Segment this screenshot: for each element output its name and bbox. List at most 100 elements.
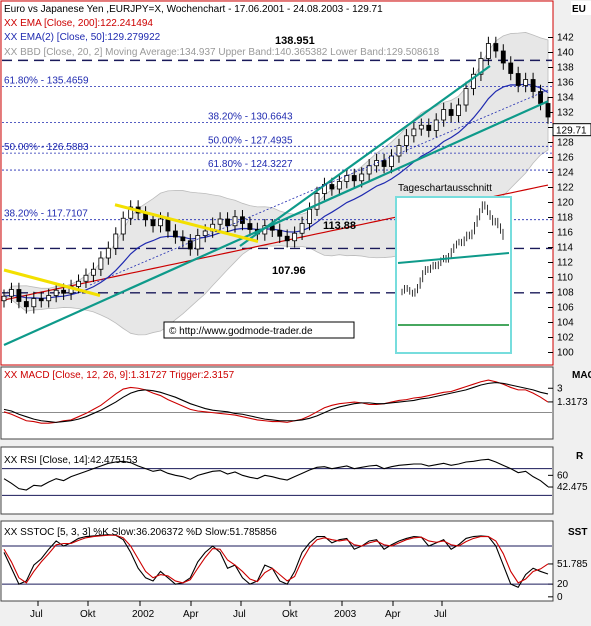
- indicator-series-line: [3, 382, 549, 423]
- macd-panel-frame: [0, 366, 554, 440]
- candle-body: [299, 223, 305, 234]
- price-axis-label: 118: [557, 213, 573, 224]
- indicator-axis-label: 3: [557, 383, 563, 394]
- x-axis-label: Okt: [282, 609, 298, 620]
- sstoc-panel: 51.785 20 0 XX SSTOC [5, 3, 3] %K Slow:36.…: [0, 520, 588, 603]
- candle-body: [187, 240, 193, 250]
- sstoc-panel-frame: [0, 520, 554, 602]
- price-axis-label: 108: [557, 288, 574, 299]
- sstoc-label: XX SSTOC [5, 3, 3] %K Slow:36.206372 %D …: [4, 527, 277, 538]
- candle-body: [396, 145, 402, 157]
- rsi-right-tag: R: [576, 451, 584, 462]
- price-axis-label: 132: [557, 108, 574, 119]
- candle-body: [314, 193, 320, 210]
- x-axis-label: Apr: [385, 609, 401, 620]
- candle-body: [403, 135, 409, 146]
- candle-body: [456, 104, 461, 116]
- candle-body: [493, 43, 499, 52]
- price-axis-label: 110: [557, 273, 573, 284]
- candle-body: [247, 223, 253, 230]
- candle-body: [359, 173, 365, 182]
- price-axis-label: 102: [557, 333, 574, 344]
- x-axis-label: Jul: [434, 609, 447, 620]
- candle-body: [38, 298, 44, 302]
- candle-body: [433, 119, 439, 131]
- candle-body: [16, 289, 22, 302]
- candle-body: [426, 124, 432, 131]
- price-axis-label: 114: [557, 243, 573, 254]
- level-label-138951: 138.951: [275, 35, 315, 47]
- candle-body: [150, 219, 156, 227]
- candle-body: [91, 268, 96, 276]
- candle-body: [366, 165, 372, 175]
- macd-panel: 3 1.3173 XX MACD [Close, 12, 26, 9]:1.317…: [0, 366, 591, 440]
- candle-body: [530, 79, 536, 92]
- candle-body: [478, 58, 484, 75]
- candle-body: [344, 175, 350, 182]
- candle-body: [61, 289, 67, 294]
- last-price-box: [552, 123, 591, 137]
- ema200-label: XX EMA [Close, 200]:122.241494: [4, 18, 153, 29]
- x-axis-label: 2002: [132, 609, 155, 620]
- candle-body: [53, 289, 59, 296]
- fib-label: 61.80% - 135.4659: [4, 76, 89, 87]
- price-axis-label: 140: [557, 48, 574, 59]
- candle-body: [284, 235, 290, 242]
- macd-label: XX MACD [Close, 12, 26, 9]:1.31727 Trigg…: [4, 370, 235, 381]
- candle-body: [292, 232, 298, 242]
- candle-body: [9, 289, 14, 297]
- x-axis-label: Apr: [183, 609, 199, 620]
- candle-body: [83, 274, 89, 282]
- candle-body: [329, 184, 335, 190]
- fib-label: 50.00% - 127.4935: [208, 135, 293, 146]
- rsi-label: XX RSI [Close, 14]:42.475153: [4, 455, 138, 466]
- candle-body: [195, 235, 201, 250]
- candle-body: [463, 88, 469, 106]
- candle-body: [411, 128, 417, 137]
- candle-body: [374, 160, 380, 167]
- candle-body: [485, 43, 491, 59]
- x-axis-label: 2003: [334, 609, 357, 620]
- price-axis-label: 126: [557, 153, 574, 164]
- indicator-axis-label: 51.785: [557, 559, 588, 570]
- level-label-10796: 107.96: [272, 265, 306, 277]
- candle-body: [31, 298, 37, 308]
- indicator-axis-label: 0: [557, 592, 563, 603]
- price-axis-label: 100: [557, 348, 574, 359]
- candle-body: [515, 73, 521, 86]
- indicator-series-line: [3, 534, 549, 584]
- copyright-text[interactable]: © http://www.godmode-trader.de: [169, 326, 313, 337]
- candle-body: [418, 124, 424, 130]
- dotted-trend: [89, 89, 549, 286]
- trendline-long: [3, 100, 549, 347]
- candle-body: [120, 217, 126, 235]
- price-axis-label: 136: [557, 78, 574, 89]
- ema50-label: XX EMA(2) [Close, 50]:129.279922: [4, 32, 161, 43]
- indicator-series-line: [3, 379, 549, 424]
- price-axis-label: 124: [557, 168, 574, 179]
- candle-body: [523, 79, 529, 86]
- fib-label: 61.80% - 124.3227: [208, 159, 293, 170]
- candle-body: [1, 295, 7, 302]
- candle-body: [180, 236, 186, 242]
- level-label-11388: 113.88: [323, 220, 356, 232]
- right-axis-top-tag-box: [571, 1, 591, 15]
- x-axis-label: Jul: [233, 609, 246, 620]
- last-price-label: 129.71: [556, 126, 587, 137]
- candle-body: [172, 230, 178, 238]
- candle-body: [225, 218, 230, 227]
- candle-body: [277, 229, 283, 237]
- candle-body: [98, 257, 104, 270]
- sstoc-right-tag: SST: [568, 527, 587, 538]
- price-axis-label: 134: [557, 93, 574, 104]
- price-axis-label: 106: [557, 303, 574, 314]
- fib-label: 38.20% - 117.7107: [4, 209, 88, 220]
- price-axis-label: 138: [557, 63, 574, 74]
- candle-body: [351, 175, 357, 182]
- fib-label: 50.00% - 126.5883: [4, 142, 89, 153]
- candle-body: [46, 295, 52, 302]
- candle-body: [545, 103, 551, 118]
- trendline-short: [239, 65, 491, 247]
